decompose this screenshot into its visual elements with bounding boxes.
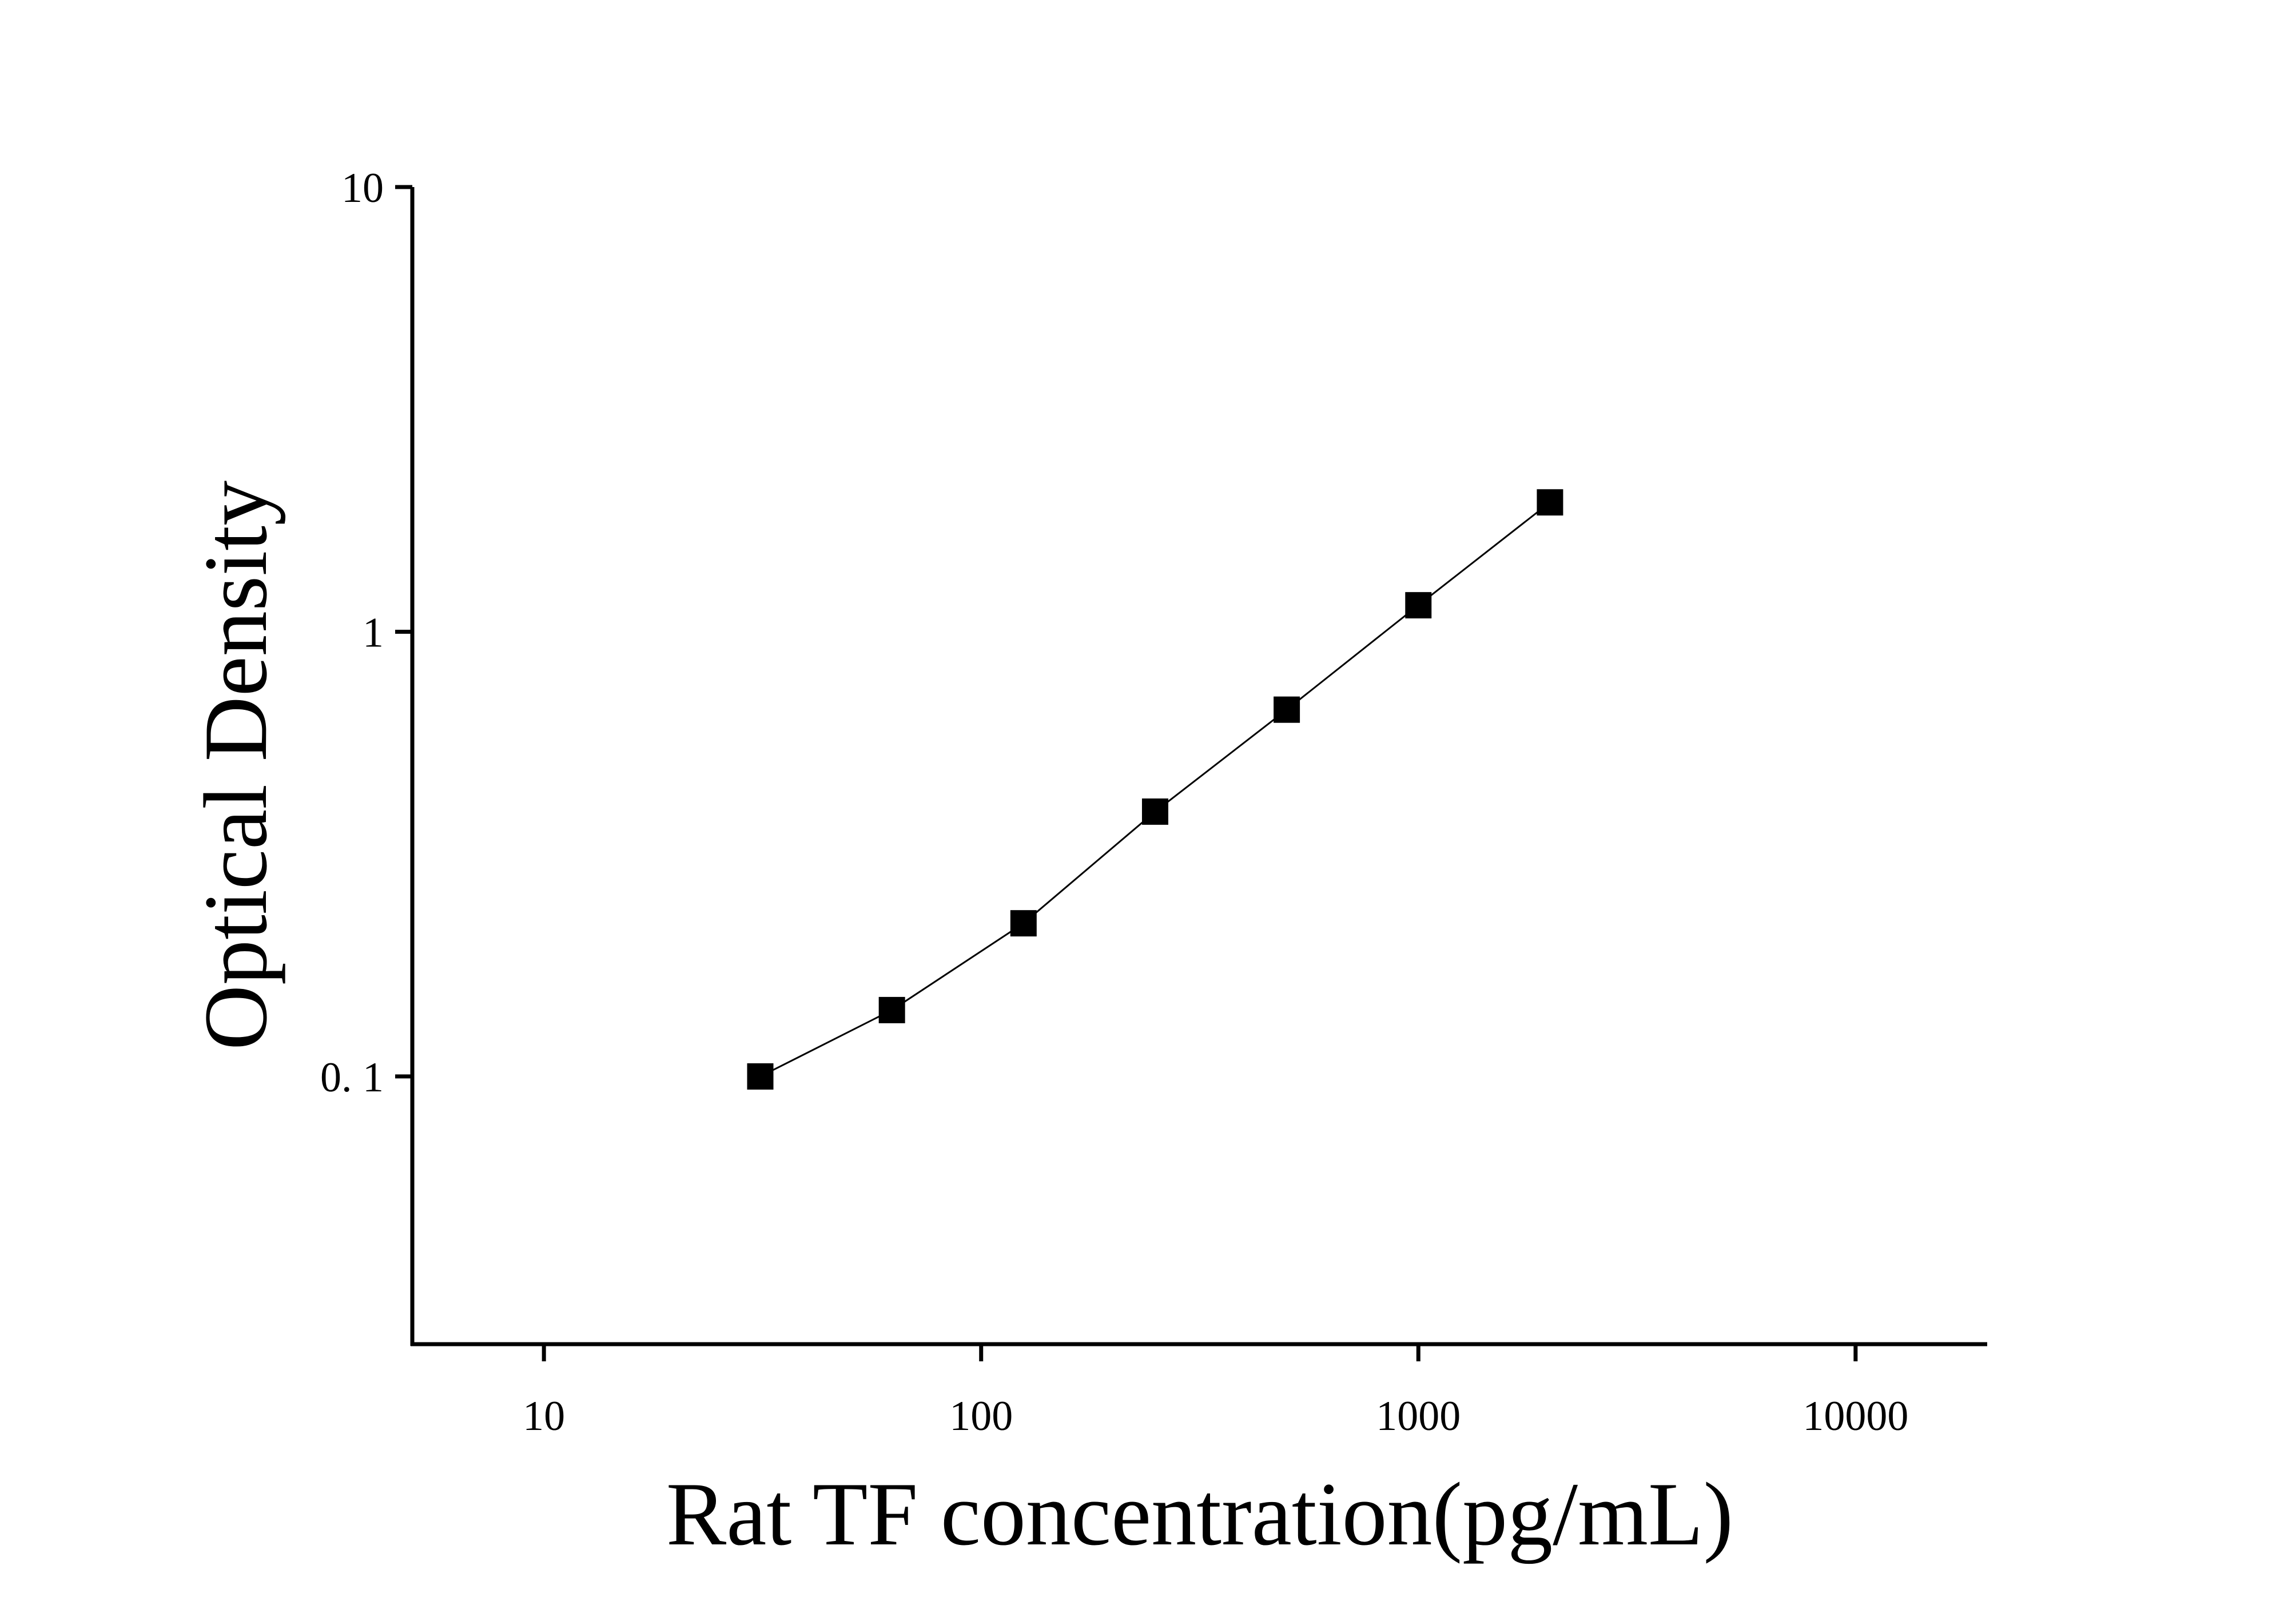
x-tick-label: 1000: [1376, 1393, 1461, 1440]
y-tick-label: 10: [341, 165, 384, 212]
x-axis-title: Rat TF concentration(pg/mL): [666, 1464, 1733, 1564]
marker: [1141, 798, 1168, 825]
y-axis-title: Optical Density: [186, 480, 286, 1050]
y-tick-label: 0. 1: [320, 1054, 384, 1101]
marker: [1274, 696, 1300, 723]
x-tick-label: 10000: [1802, 1393, 1908, 1440]
marker: [878, 996, 905, 1023]
marker: [747, 1063, 774, 1090]
marker: [1405, 592, 1432, 619]
x-tick-label: 10: [523, 1393, 565, 1440]
marker: [1537, 489, 1563, 516]
marker: [1010, 910, 1037, 937]
x-tick-label: 100: [949, 1393, 1013, 1440]
y-tick-label: 1: [363, 609, 384, 656]
